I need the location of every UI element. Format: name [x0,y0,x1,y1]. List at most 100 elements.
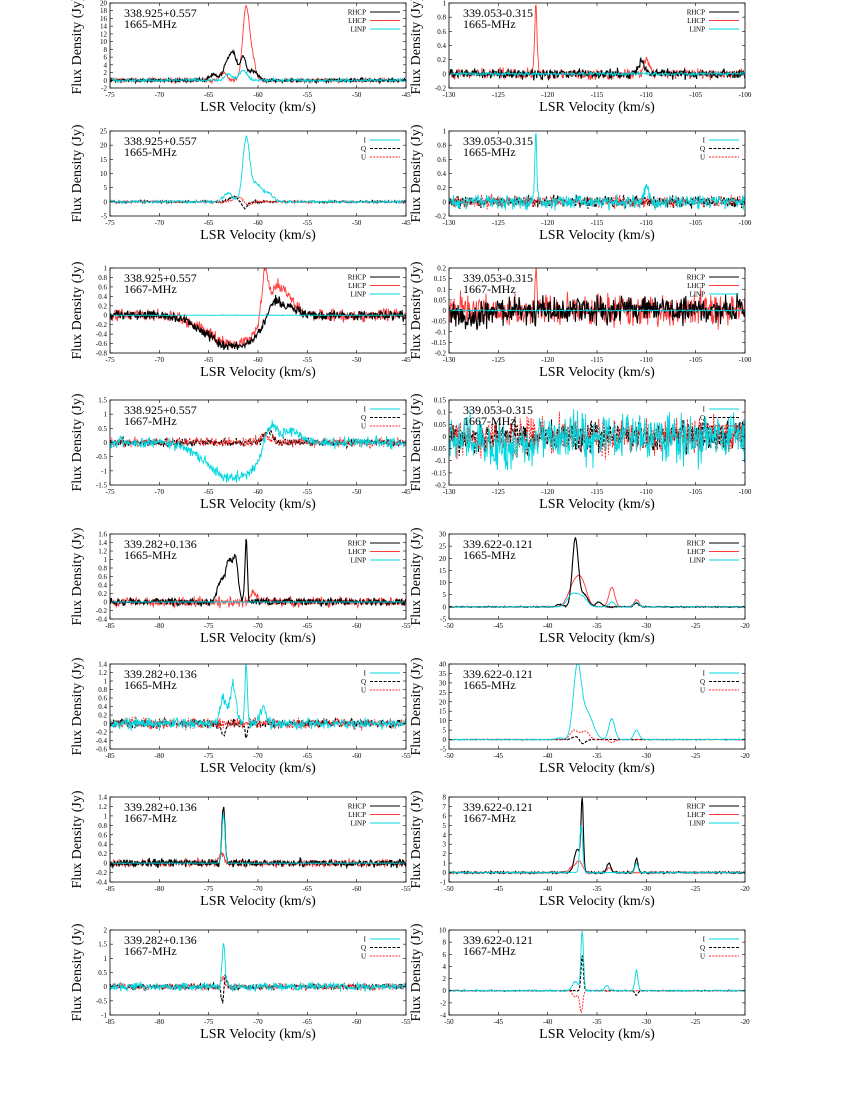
x-tick-label: -115 [591,91,604,99]
x-tick-label: -70 [155,91,165,99]
x-tick-label: -65 [303,622,313,630]
x-tick-label: -115 [591,356,604,364]
y-tick-label: 8 [104,46,108,54]
legend-label: Q [700,145,705,153]
y-tick-label: 1 [104,812,108,820]
y-axis-label: Flux Density (Jy) [70,657,85,755]
legend-label: RHCP [687,274,705,282]
x-tick-label: -45 [494,752,504,760]
legend-label: U [700,953,705,961]
y-tick-label: 25 [439,689,447,697]
x-tick-label: -120 [541,488,554,496]
x-tick-label: -65 [303,885,313,893]
x-tick-label: -70 [253,622,263,630]
y-tick-label: -1 [101,467,107,475]
x-tick-label: -40 [543,622,553,630]
y-tick-label: 0 [104,198,108,206]
y-tick-label: -0.4 [96,331,108,339]
series-linp [449,825,745,875]
legend-label: RHCP [348,274,366,282]
plot-area [449,133,745,211]
x-tick-label: -55 [303,356,313,364]
legend-label: U [361,423,366,431]
plot-area [110,942,406,1005]
x-tick-label: -85 [105,885,115,893]
x-tick-label: -110 [640,356,653,364]
x-tick-label: -55 [303,219,313,227]
legend-label: I [703,137,706,145]
y-tick-label: 1 [443,128,447,136]
y-tick-label: 0.4 [437,42,446,50]
x-tick-label: -30 [642,752,652,760]
series-i [110,135,406,205]
y-tick-label: 6 [443,812,447,820]
y-tick-label: 5 [443,591,447,599]
y-tick-label: 2 [443,850,447,858]
y-tick-label: 0 [443,987,447,995]
legend-label: Q [361,944,366,952]
plot-area [110,420,406,483]
x-tick-label: -40 [543,885,553,893]
y-tick-label: -0.1 [435,328,447,336]
x-tick-label: -20 [740,622,750,630]
frequency-label: 1667-MHz [124,282,177,296]
source-label: 339.622-0.121 [463,667,533,681]
legend-label: LHCP [348,282,366,290]
y-axis-label: Flux Density (Jy) [409,790,424,888]
x-tick-label: -100 [739,91,752,99]
x-tick-label: -85 [105,1018,115,1026]
x-tick-label: -60 [253,91,263,99]
legend-label: I [364,137,367,145]
source-label: 339.053-0.315 [463,271,533,285]
plot-area [449,4,745,81]
x-tick-label: -35 [592,1018,602,1026]
plot-area [449,409,745,471]
y-tick-label: 35 [439,670,447,678]
source-label: 339.053-0.315 [463,6,533,20]
x-tick-label: -45 [494,885,504,893]
y-tick-label: 1.4 [98,539,107,547]
x-axis-label: LSR Velocity (km/s) [200,631,316,646]
x-tick-label: -105 [689,488,702,496]
x-tick-label: -110 [640,219,653,227]
y-tick-label: 1 [443,860,447,868]
plot-area [110,4,406,85]
y-tick-label: -2 [440,999,446,1007]
x-tick-label: -60 [352,752,362,760]
y-tick-label: 1 [104,678,108,686]
series-linp [449,592,745,609]
x-axis-label: LSR Velocity (km/s) [200,761,316,776]
y-tick-label: 2 [443,975,447,983]
y-tick-label: 4 [443,831,447,839]
y-tick-label: 0 [104,720,108,728]
x-tick-label: -115 [591,488,604,496]
plot-area [110,664,406,739]
x-tick-label: -125 [492,488,505,496]
x-tick-label: -85 [105,622,115,630]
panel-11: -50 -45 -40 -35 -30 -25 -20-50510152025303540L… [409,657,750,776]
series-i [110,664,406,731]
x-tick-label: -55 [401,622,411,630]
y-tick-label: 0.4 [98,703,107,711]
x-tick-label: -45 [494,1018,504,1026]
x-tick-label: -60 [253,356,263,364]
y-tick-label: 0 [443,198,447,206]
y-tick-label: -5 [101,213,107,221]
y-tick-label: -0.8 [96,350,108,358]
x-tick-label: -65 [303,1018,313,1026]
legend-label: Q [700,678,705,686]
panel-1: -130 -125 -120 -115 -110 -105 -100 -0.2 0 0.2 0.4 0… [409,0,752,115]
x-tick-label: -60 [253,219,263,227]
x-tick-label: -25 [691,885,701,893]
x-tick-label: -50 [444,1018,454,1026]
frequency-label: 1665-MHz [463,145,516,159]
x-axis-label: LSR Velocity (km/s) [539,1027,655,1042]
y-tick-label: 2 [104,69,108,77]
x-axis-label: LSR Velocity (km/s) [200,365,316,380]
source-label: 338.925+0.557 [124,6,197,20]
y-axis-label: Flux Density (Jy) [70,790,85,888]
series-lhcp [110,589,406,610]
x-tick-label: -70 [155,356,165,364]
x-tick-label: -70 [253,752,263,760]
